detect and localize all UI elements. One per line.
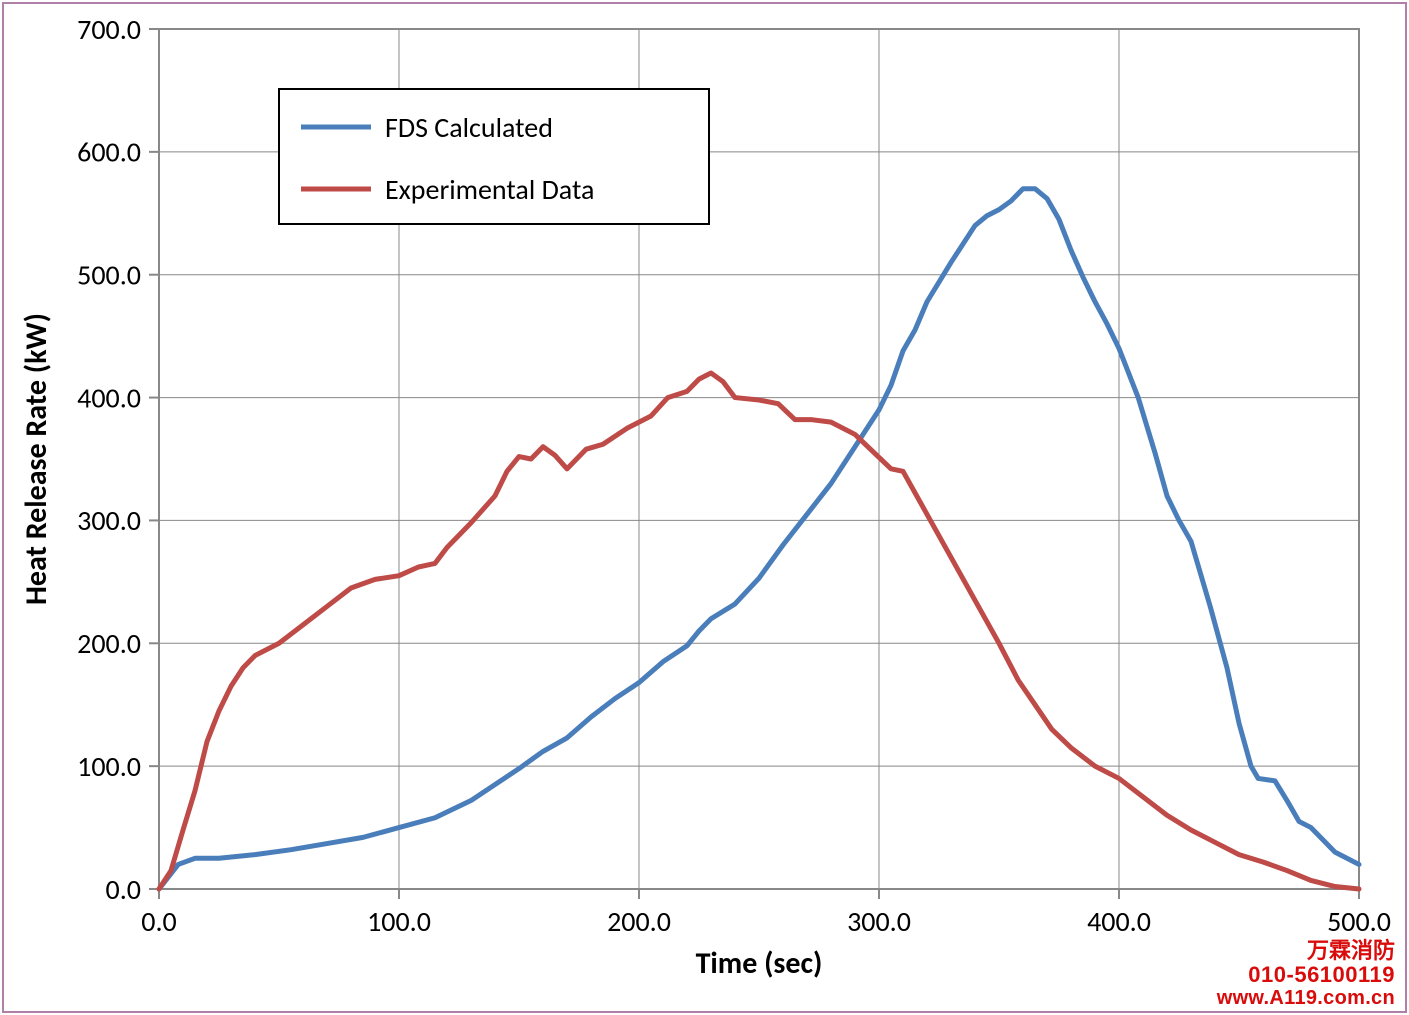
y-axis-title: Heat Release Rate (kW) <box>18 313 55 605</box>
x-tick-label: 400.0 <box>1087 904 1151 939</box>
y-tick-label: 100.0 <box>77 749 141 784</box>
line-chart: 0.0 100.0 200.0 300.0 400.0 500.0 0.0 100.0 200.… <box>4 4 1405 1011</box>
chart-frame: 0.0 100.0 200.0 300.0 400.0 500.0 0.0 100.0 200.… <box>2 2 1407 1013</box>
y-tick-label: 600.0 <box>77 135 141 170</box>
chart-svg: 0.0 100.0 200.0 300.0 400.0 500.0 0.0 100.0 200.… <box>4 4 1409 1015</box>
x-tick-label: 500.0 <box>1327 904 1391 939</box>
y-tick-label: 300.0 <box>77 503 141 538</box>
x-axis-title: Time (sec) <box>696 945 823 982</box>
x-tick-label: 100.0 <box>367 904 431 939</box>
x-tick-label: 300.0 <box>847 904 911 939</box>
legend-label: FDS Calculated <box>385 110 553 145</box>
x-tick-label: 200.0 <box>607 904 671 939</box>
x-tick-label: 0.0 <box>141 904 176 939</box>
y-tick-label: 500.0 <box>77 258 141 293</box>
watermark-brand: 万霖消防 <box>1217 939 1395 963</box>
watermark-phone: 010-56100119 <box>1217 963 1395 987</box>
legend-label: Experimental Data <box>385 172 594 207</box>
y-tick-label: 400.0 <box>77 380 141 415</box>
y-tick-label: 700.0 <box>77 12 141 47</box>
watermark-url: www.A119.com.cn <box>1217 987 1395 1009</box>
y-tick-label: 200.0 <box>77 626 141 661</box>
watermark: 万霖消防 010-56100119 www.A119.com.cn <box>1217 939 1395 1009</box>
y-tick-label: 0.0 <box>106 872 141 907</box>
